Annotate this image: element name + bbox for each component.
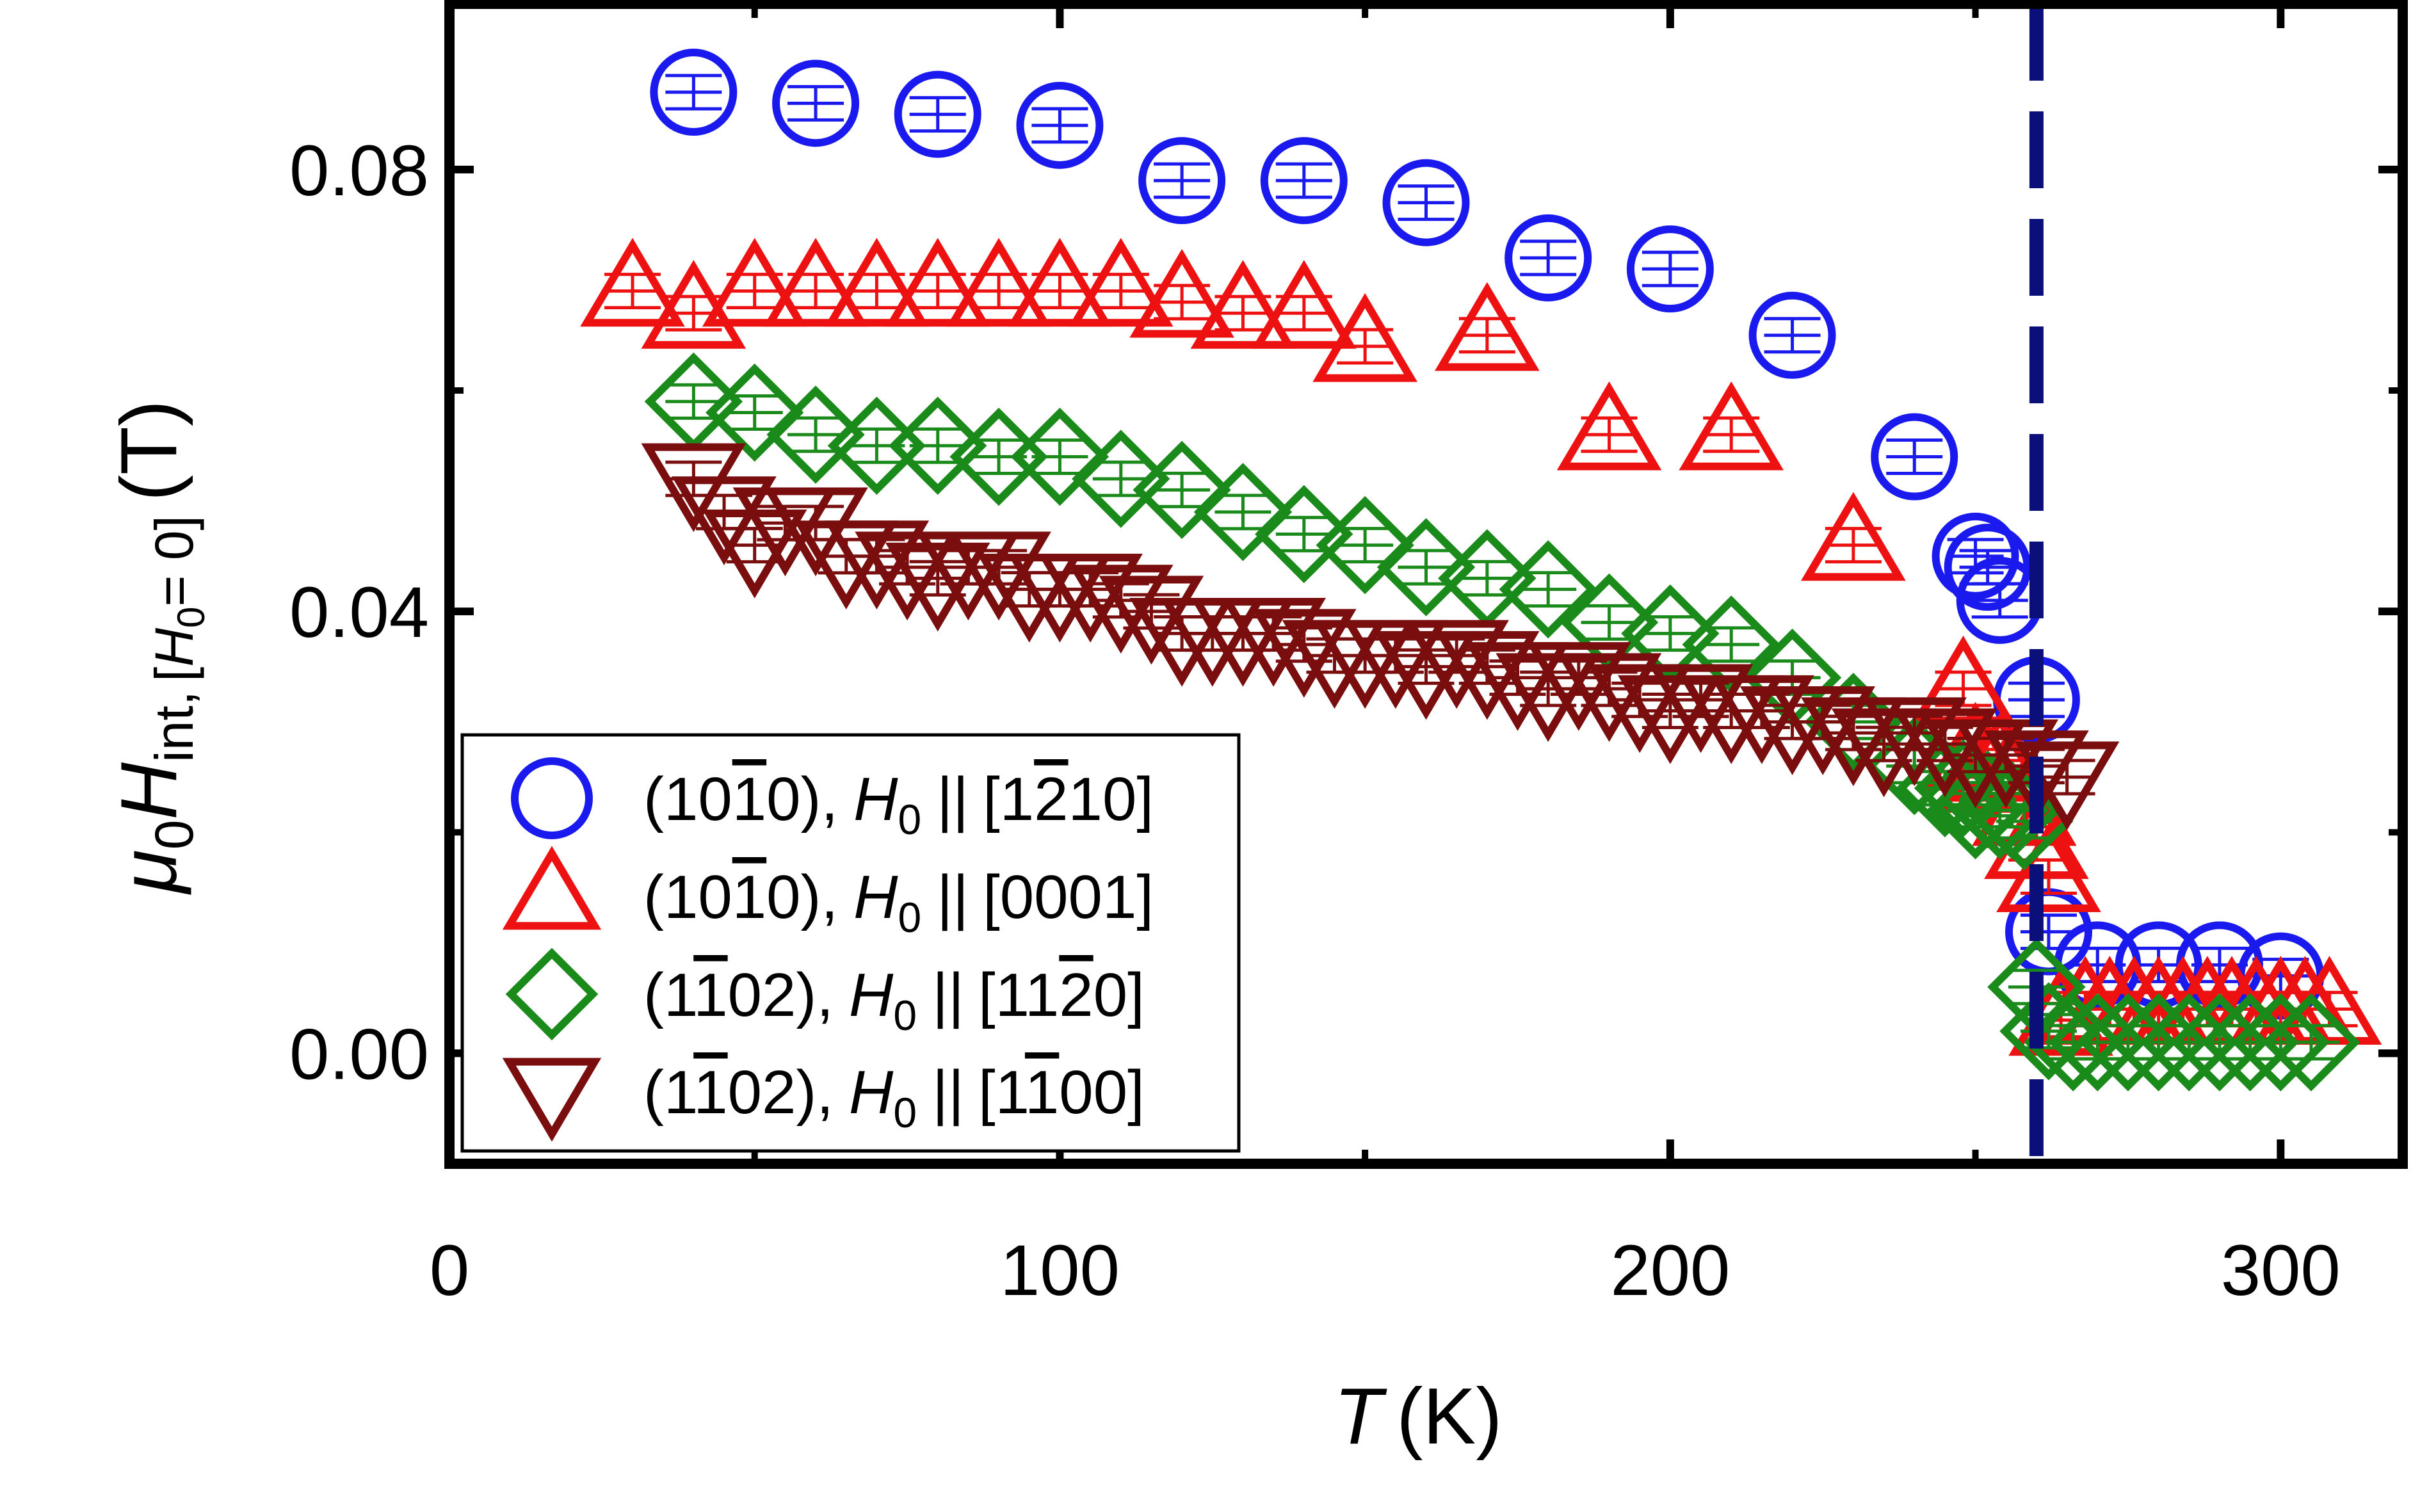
data-point-series-2	[641, 260, 746, 349]
legend-marker-1	[511, 757, 593, 839]
legend-label-4: (1102), H0 || [1100]	[643, 1058, 1145, 1136]
data-point-series-1	[1748, 291, 1836, 379]
legend-entry-4: (1102), H0 || [1100]	[502, 1058, 1145, 1142]
x-axis-title: T (K)	[1334, 1372, 1502, 1461]
series-layer	[580, 49, 2382, 1091]
data-point-series-2	[1801, 492, 1906, 581]
legend-entry-3: (1102), H0 || [1120]	[505, 947, 1145, 1041]
y-axis-title: μ0Hint,[H0= 0](T)	[105, 400, 213, 895]
data-point-series-4	[855, 531, 960, 621]
data-point-series-2	[1068, 237, 1174, 327]
legend-label-2: (1010), H0 || [0001]	[643, 863, 1154, 941]
legend-entry-2: (1010), H0 || [0001]	[502, 846, 1154, 941]
data-point-series-2	[1679, 381, 1784, 470]
data-point-series-1	[894, 70, 981, 158]
data-point-series-1	[1871, 413, 1958, 501]
data-point-series-3	[1193, 463, 1293, 561]
series-4	[641, 443, 2120, 831]
x-tick-label: 300	[2221, 1230, 2341, 1310]
data-point-series-1	[1260, 137, 1348, 225]
data-point-series-4	[1801, 697, 1906, 787]
x-tick-label: 100	[1000, 1230, 1120, 1310]
legend-label-3: (1102), H0 || [1120]	[643, 961, 1145, 1039]
data-point-series-2	[702, 237, 807, 327]
data-point-series-3	[1255, 485, 1353, 584]
y-tick-label: 0.08	[289, 131, 429, 211]
data-point-series-4	[2014, 741, 2120, 831]
ticks-layer: 0 100 200 300 0.00 0.04 0.08	[289, 4, 2403, 1310]
data-point-series-2	[824, 237, 930, 327]
legend-label-1: (1010), H0 || [1210]	[643, 765, 1154, 843]
data-point-series-1	[650, 49, 738, 136]
data-point-series-2	[1007, 237, 1113, 327]
legend-entry-1: (1010), H0 || [1210]	[511, 757, 1154, 843]
data-point-series-2	[1435, 282, 1540, 371]
data-point-series-2	[580, 237, 685, 327]
data-point-series-1	[1016, 81, 1104, 169]
data-point-series-2	[1556, 381, 1662, 470]
legend: (1010), H0 || [1210] (1010), H0 || [0001] (1102)…	[460, 733, 1241, 1153]
data-point-series-2	[946, 237, 1051, 327]
x-tick-label: 200	[1610, 1230, 1730, 1310]
data-point-series-2	[885, 237, 990, 327]
data-point-series-1	[1382, 159, 1470, 246]
data-point-series-1	[772, 60, 860, 147]
data-point-series-2	[763, 237, 868, 327]
data-point-series-1	[1626, 225, 1714, 313]
y-tick-label: 0.04	[289, 572, 429, 652]
x-tick-label: 0	[430, 1230, 469, 1310]
data-point-series-3	[2262, 993, 2360, 1091]
data-point-series-1	[1504, 214, 1592, 302]
legend-marker-4	[502, 1058, 602, 1142]
data-point-series-2	[1312, 293, 1417, 382]
data-point-series-1	[1138, 137, 1226, 225]
plot-frame	[444, 0, 2408, 1169]
legend-marker-2	[502, 846, 602, 930]
data-point-series-3	[706, 363, 804, 462]
data-point-series-3	[1499, 540, 1597, 639]
y-tick-label: 0.00	[289, 1014, 429, 1094]
data-point-series-2	[1252, 260, 1357, 349]
legend-marker-3	[505, 947, 599, 1041]
data-point-series-2	[1129, 248, 1234, 338]
data-point-series-2	[1190, 260, 1296, 349]
